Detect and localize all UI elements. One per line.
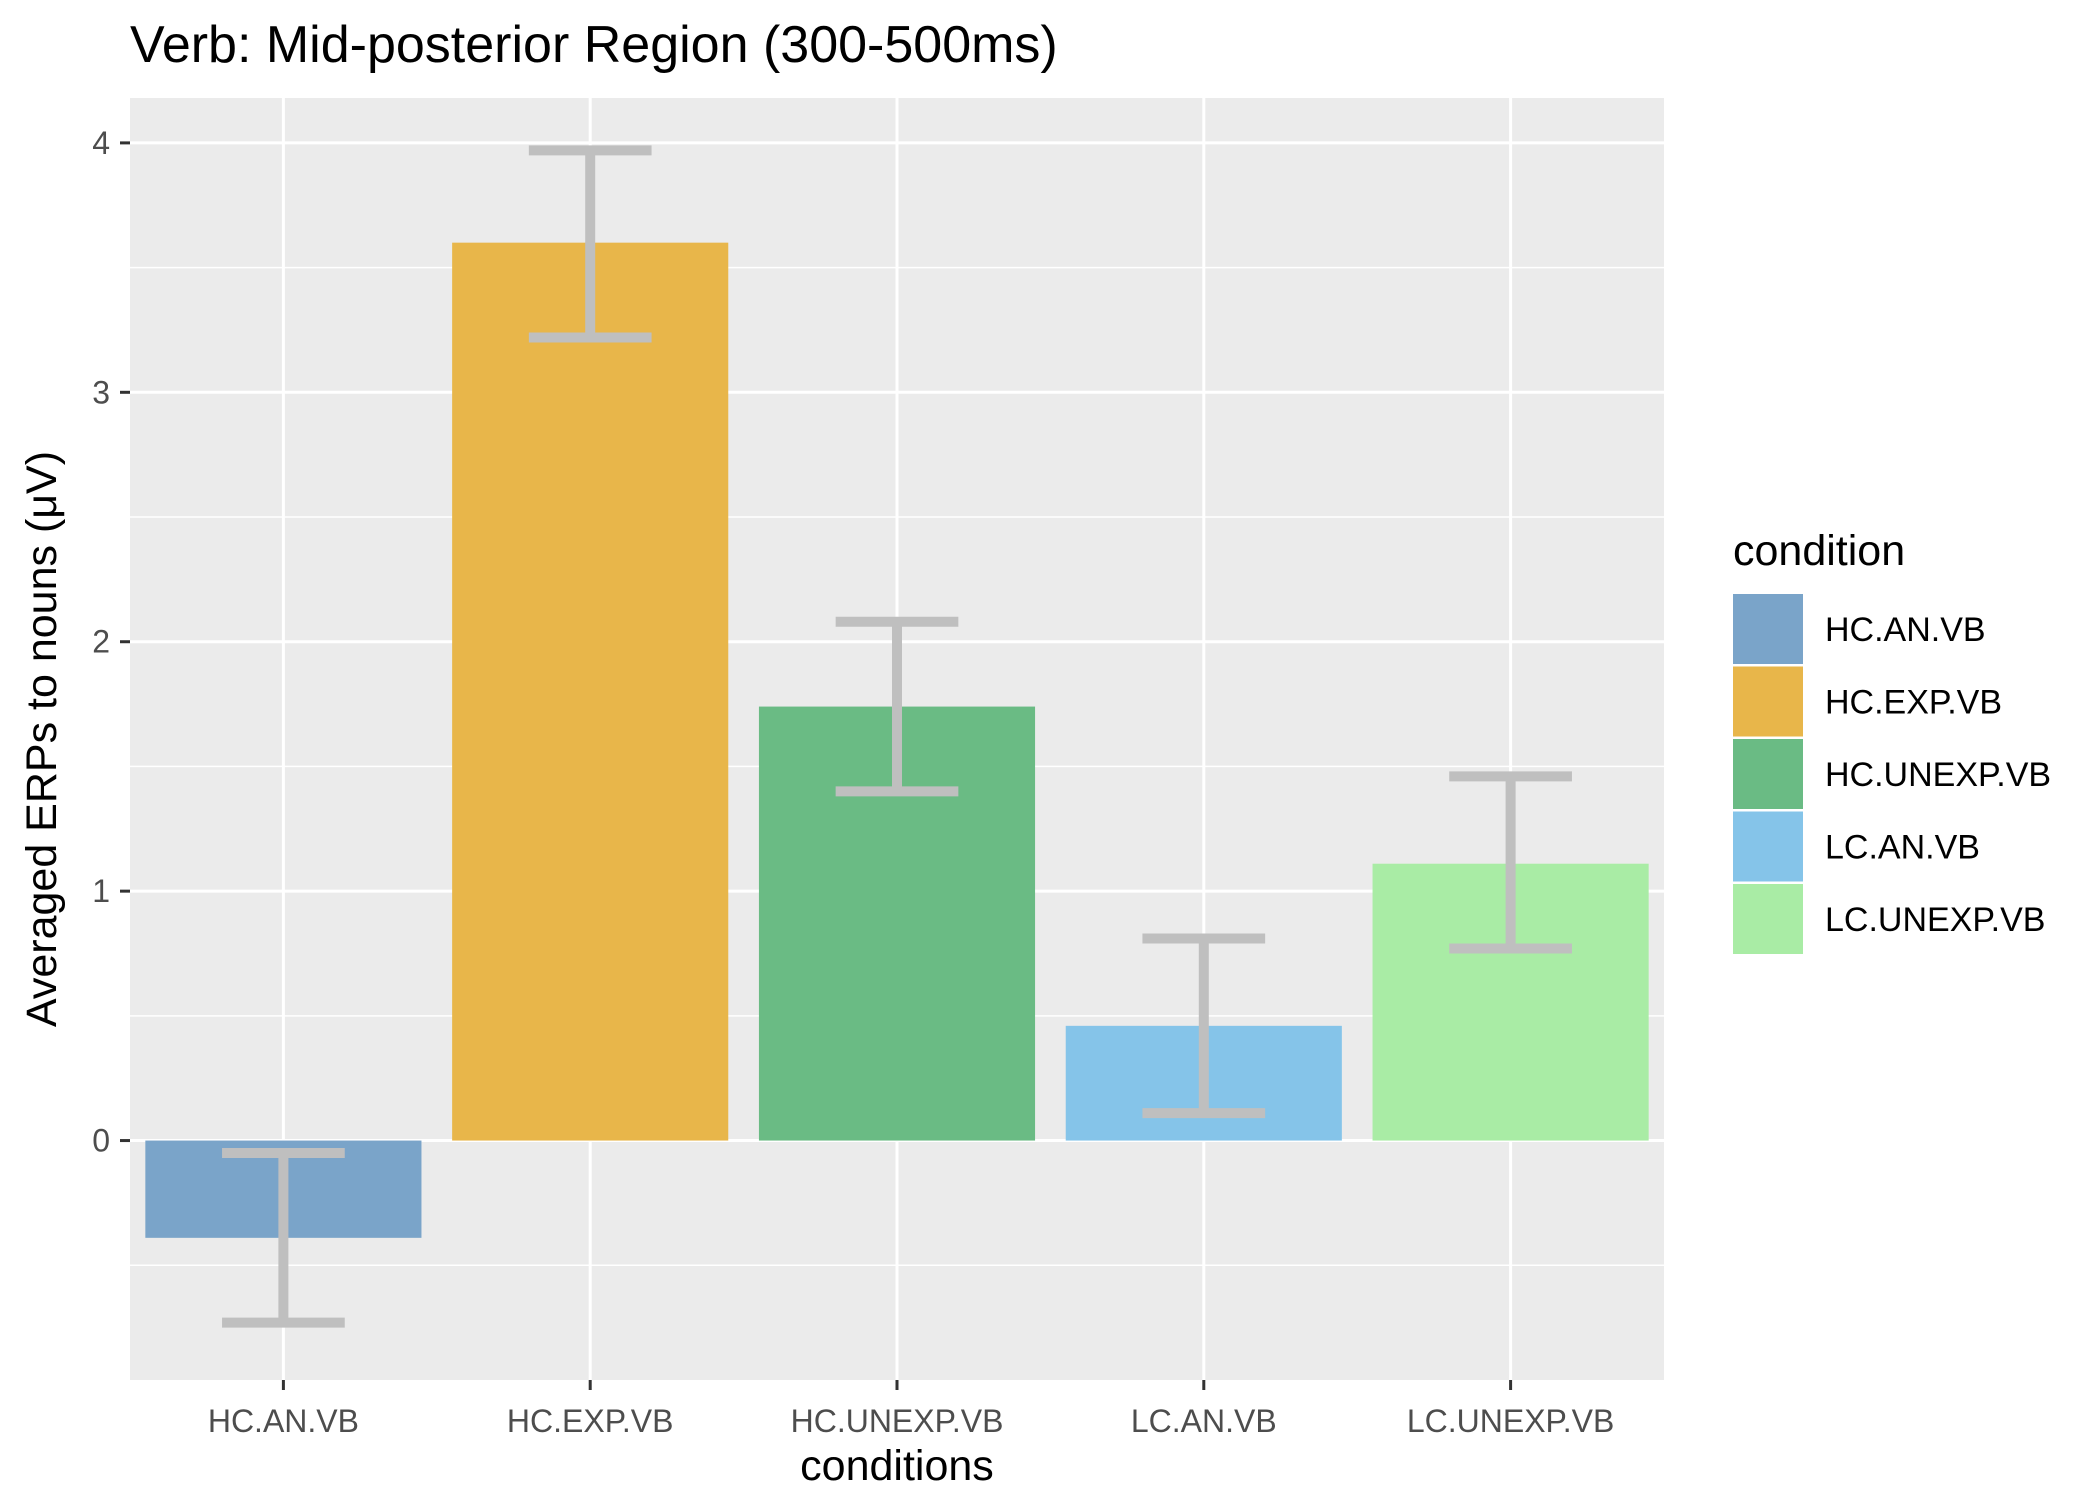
x-tick-label: HC.UNEXP.VB — [791, 1403, 1004, 1439]
legend-swatch — [1733, 594, 1803, 664]
bars — [145, 242, 1649, 1238]
y-axis: 0 1 2 3 4 — [92, 125, 130, 1159]
legend-label: HC.AN.VB — [1825, 611, 1986, 649]
error-bar — [1449, 771, 1572, 954]
y-tick-label: 3 — [92, 374, 110, 410]
legend-swatch — [1733, 811, 1803, 882]
error-bar — [1142, 933, 1266, 1119]
y-tick-label: 2 — [92, 624, 110, 660]
x-axis-title: conditions — [800, 1442, 994, 1490]
y-tick-label: 4 — [92, 125, 110, 161]
legend-item: LC.AN.VB — [1733, 811, 1980, 882]
y-tick-label: 1 — [92, 873, 110, 909]
y-axis-title: Averaged ERPs to nouns (μV) — [18, 451, 66, 1027]
chart-title: Verb: Mid-posterior Region (300-500ms) — [130, 16, 1058, 74]
x-tick-label: LC.UNEXP.VB — [1407, 1403, 1615, 1439]
error-bars — [222, 145, 1572, 1328]
legend-item: LC.UNEXP.VB — [1733, 884, 2045, 954]
error-bar — [222, 1148, 345, 1328]
legend-label: HC.UNEXP.VB — [1825, 756, 2051, 794]
legend-item: HC.EXP.VB — [1733, 666, 2002, 737]
legend-item: HC.UNEXP.VB — [1733, 739, 2051, 809]
x-tick-label: LC.AN.VB — [1131, 1403, 1277, 1439]
x-tick-label: HC.AN.VB — [208, 1403, 359, 1439]
error-bar — [835, 616, 959, 797]
legend-swatch — [1733, 666, 1803, 737]
legend-swatch — [1733, 739, 1803, 809]
legend-title: condition — [1733, 527, 1905, 575]
legend: condition HC.AN.VB HC.EXP.VB HC.UNEXP.VB LC… — [1733, 527, 2051, 954]
bar — [452, 242, 729, 1141]
error-bar — [528, 145, 652, 343]
legend-label: HC.EXP.VB — [1825, 684, 2002, 722]
legend-item: HC.AN.VB — [1733, 594, 1986, 664]
legend-swatch — [1733, 884, 1803, 954]
legend-label: LC.UNEXP.VB — [1825, 901, 2045, 939]
x-axis: HC.AN.VB HC.EXP.VB HC.UNEXP.VB LC.AN.VB LC.U… — [208, 1380, 1615, 1439]
legend-label: LC.AN.VB — [1825, 829, 1980, 867]
y-tick-label: 0 — [92, 1123, 110, 1159]
x-tick-label: HC.EXP.VB — [507, 1403, 674, 1439]
